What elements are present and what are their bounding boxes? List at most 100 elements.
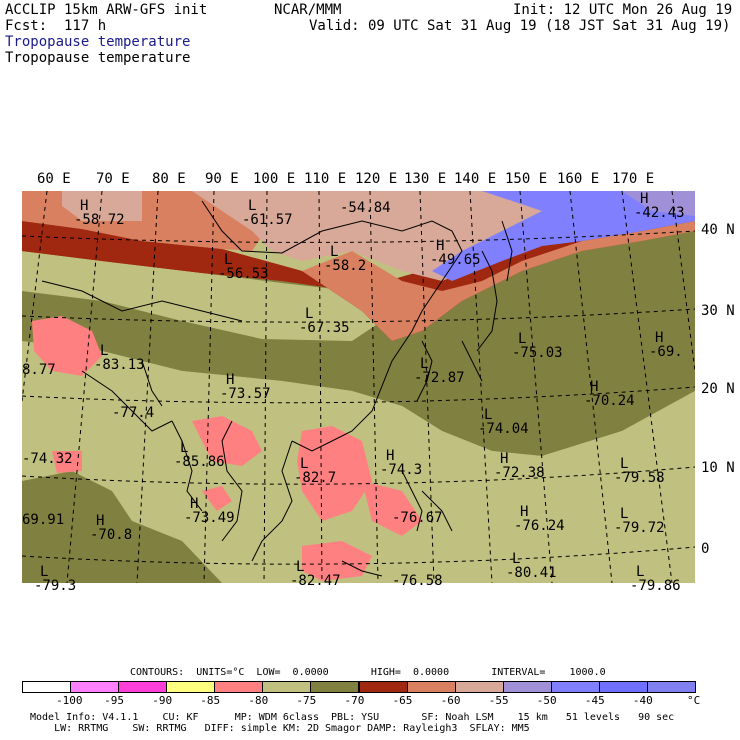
lat-label: 0 (701, 541, 710, 557)
high-marker: H (96, 513, 105, 529)
lon-label: 170 E (612, 171, 655, 187)
field-region-80 (202, 486, 232, 511)
lon-label: 110 E (304, 171, 347, 187)
high-marker: H (655, 330, 664, 346)
extremum-value: 8.77 (22, 362, 56, 378)
extremum-value: -83.13 (94, 357, 145, 373)
lat-label: 30 N (701, 303, 735, 319)
field-region-80 (192, 416, 262, 466)
field-region-50 (622, 191, 695, 216)
field-region-55 (192, 191, 462, 271)
high-marker: H (640, 191, 649, 207)
low-marker: L (484, 407, 493, 423)
high-marker: H (500, 451, 509, 467)
lon-label: 60 E (37, 171, 71, 187)
low-marker: L (305, 306, 314, 322)
high-marker: H (520, 504, 529, 520)
lon-label: 120 E (355, 171, 398, 187)
map-canvas (22, 191, 695, 583)
extremum-value: -56.53 (218, 266, 269, 282)
init-time: Init: 12 UTC Mon 26 Aug 19 (513, 2, 733, 18)
lon-label: 130 E (404, 171, 447, 187)
model-info-line1: Model Info: V4.1.1 CU: KF MP: WDM 6class… (30, 712, 675, 723)
field-region-60 (302, 221, 695, 341)
lon-label: 160 E (557, 171, 600, 187)
high-marker: H (590, 379, 599, 395)
extremum-value: -49.65 (430, 252, 481, 268)
colorbar-tick-label: -85 (200, 694, 221, 707)
lon-label: 70 E (96, 171, 130, 187)
high-marker: H (80, 198, 89, 214)
extremum-value: -72.38 (494, 465, 545, 481)
field-label-primary: Tropopause temperature (5, 34, 191, 50)
lon-label: 140 E (454, 171, 497, 187)
model-info-line2: LW: RRTMG SW: RRTMG DIFF: simple KM: 2D … (30, 723, 530, 734)
high-marker: H (226, 372, 235, 388)
extremum-value: -75.03 (512, 345, 563, 361)
colorbar-tick-label: -100 (56, 694, 83, 707)
extremum-value: -82.7 (294, 470, 337, 486)
colorbar-swatch (22, 681, 72, 693)
colorbar-swatch (262, 681, 312, 693)
field-region-70 (22, 471, 222, 583)
extremum-value: 69.91 (22, 512, 65, 528)
extremum-value: -79.3 (34, 578, 77, 594)
colorbar-swatch (646, 681, 696, 693)
extremum-value: -58.72 (74, 212, 125, 228)
low-marker: L (100, 343, 109, 359)
low-marker: L (224, 252, 233, 268)
extremum-value: -61.57 (242, 212, 293, 228)
field-region-80 (52, 451, 82, 473)
colorbar-swatch (550, 681, 600, 693)
field-region-80 (32, 316, 102, 376)
high-marker: H (386, 448, 395, 464)
center-label: NCAR/MMM (274, 2, 342, 18)
low-marker: L (636, 564, 645, 580)
extremum-value: -85.86 (174, 454, 225, 470)
extremum-value: -73.57 (220, 386, 271, 402)
extremum-value: -70.8 (90, 527, 133, 543)
high-marker: H (190, 496, 199, 512)
colorbar-tick-label: -70 (344, 694, 365, 707)
colorbar-swatch (310, 681, 360, 693)
extremum-value: -74.3 (380, 462, 423, 478)
low-marker: L (300, 456, 309, 472)
low-marker: L (180, 440, 189, 456)
field-region-75 (22, 251, 382, 341)
colorbar-tick-label: -75 (296, 694, 317, 707)
contours-info: CONTOURS: UNITS=°C LOW= 0.0000 HIGH= 0.0… (130, 667, 606, 678)
lon-label: 150 E (505, 171, 548, 187)
tropopause-temperature-map[interactable] (22, 191, 695, 583)
extremum-value: -76.58 (392, 573, 443, 589)
extremum-value: -80.41 (506, 565, 557, 581)
extremum-value: -76.67 (392, 510, 443, 526)
low-marker: L (40, 564, 49, 580)
extremum-value: -58.2 (324, 258, 367, 274)
lat-label: 40 N (701, 222, 735, 238)
colorbar-swatch (406, 681, 456, 693)
extremum-value: -72.87 (414, 370, 465, 386)
extremum-value: -74.32 (22, 451, 73, 467)
extremum-value: -79.58 (614, 470, 665, 486)
extremum-value: -70.24 (584, 393, 635, 409)
colorbar-swatch (118, 681, 168, 693)
field-label-secondary: Tropopause temperature (5, 50, 191, 66)
low-marker: L (330, 244, 339, 260)
low-marker: L (518, 331, 527, 347)
lon-label: 100 E (253, 171, 296, 187)
extremum-value: -76.24 (514, 518, 565, 534)
extremum-value: -69. (649, 344, 683, 360)
colorbar-swatch (454, 681, 504, 693)
field-region-45 (432, 191, 695, 281)
extremum-value: -67.35 (299, 320, 350, 336)
extremum-value: -77.4 (112, 405, 155, 421)
colorbar-tick-label: -50 (536, 694, 557, 707)
colorbar-tick-label: -60 (440, 694, 461, 707)
low-marker: L (620, 506, 629, 522)
low-marker: L (420, 356, 429, 372)
colorbar-swatch (166, 681, 216, 693)
low-marker: L (296, 559, 305, 575)
graticule (22, 191, 695, 583)
colorbar-tick-label: -80 (248, 694, 269, 707)
lat-label: 20 N (701, 381, 735, 397)
